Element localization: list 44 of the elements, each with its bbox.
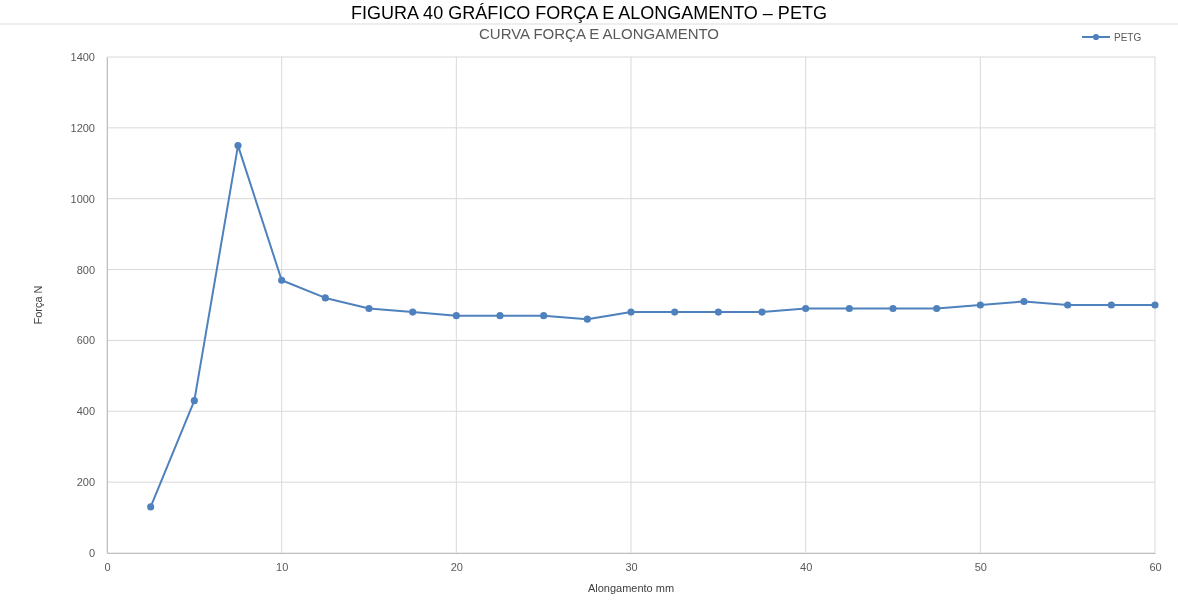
- y-tick-label: 200: [76, 476, 95, 489]
- point: [496, 312, 504, 320]
- point: [365, 304, 373, 313]
- y-axis-title: Força N: [32, 285, 44, 325]
- point: [1151, 301, 1159, 309]
- point: [933, 304, 941, 313]
- point: [1107, 301, 1115, 309]
- y-tick-label: 800: [76, 263, 95, 276]
- y-tick-label: 1000: [70, 192, 95, 205]
- y-tick-label: 0: [88, 547, 95, 560]
- y-tick-label: 1200: [70, 121, 95, 134]
- point: [409, 308, 417, 316]
- x-tick-label: 60: [1149, 560, 1162, 573]
- y-tick-label: 1400: [70, 51, 95, 64]
- chart-subtitle: CURVA FORÇA E ALONGAMENTO: [478, 25, 720, 42]
- point: [845, 304, 853, 313]
- point: [802, 304, 810, 313]
- x-tick-label: 40: [800, 560, 813, 573]
- y-tick-label: 400: [76, 405, 95, 418]
- x-tick-label: 10: [276, 560, 289, 573]
- point: [234, 142, 242, 150]
- chart-title: FIGURA 40 GRÁFICO FORÇA E ALONGAMENTO – PETG: [351, 3, 827, 23]
- point: [540, 312, 548, 320]
- point: [452, 312, 460, 320]
- point: [147, 503, 155, 511]
- point: [190, 397, 198, 405]
- x-tick-label: 0: [104, 560, 111, 573]
- point: [1020, 297, 1028, 306]
- point: [321, 294, 329, 302]
- point: [627, 308, 635, 316]
- point: [1064, 301, 1072, 309]
- x-tick-label: 50: [974, 560, 987, 573]
- point: [889, 304, 897, 313]
- point: [583, 315, 591, 323]
- x-axis-title: Alongamento mm: [587, 582, 675, 594]
- point: [671, 308, 679, 316]
- point: [278, 276, 286, 284]
- point: [758, 308, 766, 316]
- x-tick-label: 20: [450, 560, 463, 573]
- point: [714, 308, 722, 316]
- point: [976, 301, 984, 309]
- y-tick-label: 600: [76, 334, 95, 347]
- legend-label: PETG: [1114, 32, 1142, 43]
- x-tick-label: 30: [625, 560, 638, 573]
